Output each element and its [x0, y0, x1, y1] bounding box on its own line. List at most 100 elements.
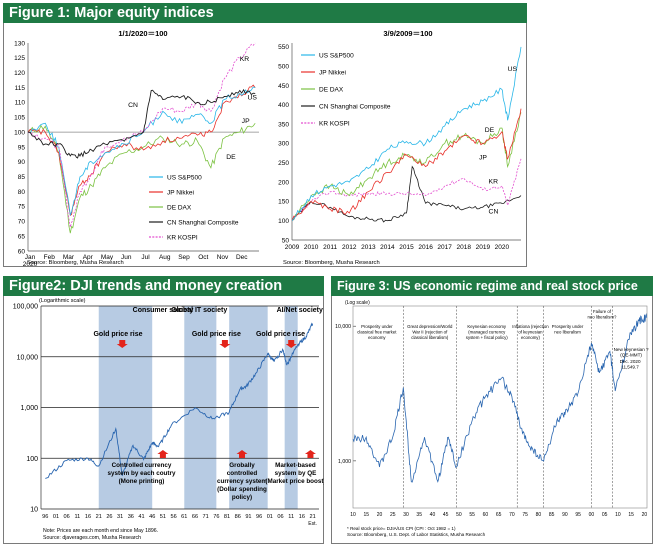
- red-arrow: [116, 340, 128, 348]
- figure-1-title: Figure 1: Major equity indices: [3, 3, 527, 23]
- x-tick-label: 60: [483, 512, 489, 518]
- policy-label: Controlled currency system by each coutry…: [108, 462, 176, 485]
- series-line: [291, 46, 522, 221]
- series-line: [291, 165, 522, 223]
- dji-line: [45, 322, 314, 479]
- x-tick-label: 41: [138, 514, 144, 520]
- y-tick-label: 125: [14, 55, 25, 62]
- x-tick-label: 2010: [304, 244, 319, 251]
- x-tick-label: 31: [117, 514, 123, 520]
- y-tick-label: 400: [278, 102, 289, 109]
- event-label: Gold price rise: [256, 331, 305, 338]
- series-line: [27, 84, 256, 216]
- x-tick-label: 2009: [285, 244, 300, 251]
- regime-label: Inflationa (rejection of keynesian economy…: [512, 324, 549, 340]
- x-tick-label: Apr: [83, 254, 94, 261]
- x-tick-label: 51: [160, 514, 166, 520]
- y-tick-label: 150: [278, 199, 289, 206]
- x-tick-label: 25: [390, 512, 396, 518]
- y-axis-label: (Logarithmic scale): [39, 298, 86, 304]
- x-tick-label: 01: [267, 514, 273, 520]
- y-tick-label: 10,000: [17, 354, 39, 361]
- x-tick-label: 2012: [342, 244, 357, 251]
- x-tick-label: Dec: [236, 254, 248, 261]
- regime-label: New keynesian ? (QE-MMT): [614, 347, 649, 358]
- y-axis-label: (Log scale): [345, 300, 370, 306]
- x-tick-label: 61: [181, 514, 187, 520]
- x-tick-label: Oct: [198, 254, 208, 261]
- regime-label: Keynesian economy (managed currency system…: [466, 324, 508, 340]
- x-tick-label: 15: [628, 512, 634, 518]
- chart-note: Note: Prices are each month end since Ma…: [43, 528, 158, 534]
- x-tick-label: 65: [496, 512, 502, 518]
- x-tick-label: Jun: [121, 254, 132, 261]
- era-label: Consumer society: [133, 307, 194, 314]
- x-tick-label: Aug: [159, 254, 171, 261]
- series-line: [27, 42, 256, 228]
- series-annotation: JP: [242, 118, 250, 125]
- x-tick-label: 71: [203, 514, 209, 520]
- x-tick-label: 45: [443, 512, 449, 518]
- y-tick-label: 130: [14, 40, 25, 47]
- series-annotation: DE: [485, 127, 495, 134]
- legend-label: CN Shanghai Composite: [319, 103, 391, 110]
- y-tick-label: 100: [26, 456, 38, 463]
- y-tick-label: 115: [15, 85, 26, 92]
- series-annotation: US: [508, 66, 518, 73]
- y-tick-label: 120: [14, 70, 25, 77]
- chart-note: * Real stock price= DJIA/US CPI (CPI : O…: [347, 526, 456, 531]
- x-tick-label: 55: [469, 512, 475, 518]
- x-tick-label: 70: [509, 512, 515, 518]
- event-label: Gold price rise: [93, 331, 142, 338]
- red-arrow: [219, 340, 231, 348]
- y-tick-label: 100: [14, 129, 25, 136]
- x-tick-label: 06: [277, 514, 283, 520]
- chart-title: 3/9/2009＝100: [383, 29, 432, 38]
- y-tick-label: 85: [18, 174, 26, 181]
- end-label: Dec. 2020: [620, 359, 641, 364]
- red-arrow: [285, 340, 297, 348]
- x-tick-label: Feb: [44, 254, 56, 261]
- x-tick-label: 35: [416, 512, 422, 518]
- series-annotation: KR: [240, 56, 250, 63]
- policy-label: Market-based system by QE (Market price bo…: [265, 462, 324, 485]
- x-tick-label: 96: [256, 514, 262, 520]
- y-tick-label: 500: [278, 63, 289, 70]
- x-tick-label: 26: [106, 514, 112, 520]
- x-tick-label: 2014: [380, 244, 395, 251]
- plot-frame: [352, 305, 648, 509]
- series-annotation: US: [247, 94, 257, 101]
- x-tick-label: 86: [235, 514, 241, 520]
- x-tick-label: 10: [615, 512, 621, 518]
- x-tick-label: May: [101, 254, 114, 261]
- x-tick-label: 81: [224, 514, 230, 520]
- x-tick-label: 90: [562, 512, 568, 518]
- policy-label: Grobally controlled currency system (Dollar…: [217, 462, 267, 501]
- x-tick-label: 76: [213, 514, 219, 520]
- figure-2-title: Figure2: DJI trends and money creation: [3, 276, 324, 296]
- chart-source: Source: Bloomberg, U.S. Dept. of Labor S…: [347, 532, 486, 537]
- legend-label: KR KOSPI: [319, 120, 350, 127]
- x-tick-label: 46: [149, 514, 155, 520]
- x-tick-label: 50: [456, 512, 462, 518]
- x-tick-label: 21: [309, 514, 315, 520]
- x-tick-label: 95: [575, 512, 581, 518]
- y-tick-label: 65: [18, 233, 26, 240]
- series-line: [291, 108, 522, 221]
- figure-1-charts: 1/1/2020＝100 60 65 70 75 80 85 90 95 100 105 110 115…: [14, 29, 522, 267]
- y-tick-label: 95: [18, 144, 26, 151]
- chart-source: Source: Bloomberg, Musha Research: [283, 260, 380, 266]
- x-tick-label: 20: [377, 512, 383, 518]
- y-tick-label: 550: [278, 44, 289, 51]
- y-tick-label: 250: [278, 160, 289, 167]
- figure-2-chart: (Logarithmic scale)100,00010,0001,000100…: [13, 298, 324, 541]
- era-label: AI/Net society: [277, 307, 323, 314]
- x-tick-label: 91: [245, 514, 251, 520]
- series-annotation: KR: [489, 179, 499, 186]
- legend-label: KR KOSPI: [167, 234, 198, 241]
- x-tick-label: 36: [128, 514, 134, 520]
- x-tick-label: 2018: [457, 244, 472, 251]
- x-tick-label: 11: [288, 514, 294, 520]
- figure-2-panel: Figure2: DJI trends and money creation (…: [3, 276, 324, 544]
- legend-label: US S&P500: [167, 174, 202, 181]
